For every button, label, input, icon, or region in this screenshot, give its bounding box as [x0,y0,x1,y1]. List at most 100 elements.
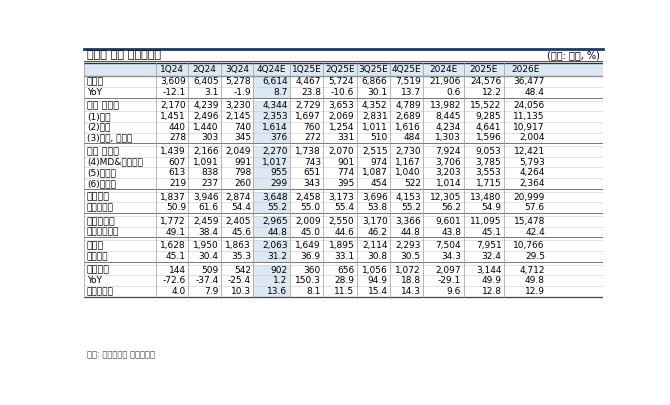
Text: 2,353: 2,353 [262,112,287,121]
Text: 18.8: 18.8 [401,276,421,285]
Text: 영업이익률: 영업이익률 [87,287,114,296]
Text: 272: 272 [304,133,321,142]
Text: 3,946: 3,946 [193,193,218,202]
Text: 12.8: 12.8 [482,287,501,296]
Text: 4,239: 4,239 [193,102,218,111]
Text: 10,766: 10,766 [513,241,545,250]
Text: 55.2: 55.2 [267,203,287,212]
Text: 4,467: 4,467 [295,77,321,86]
Text: 1,040: 1,040 [395,168,421,177]
Text: 6,866: 6,866 [362,77,387,86]
Text: 510: 510 [371,133,387,142]
Text: 33.1: 33.1 [334,252,354,261]
Text: 331: 331 [337,133,354,142]
Text: YoY: YoY [87,88,102,97]
Text: YoY: YoY [87,276,102,285]
Text: 6,614: 6,614 [262,77,287,86]
Text: 35.3: 35.3 [231,252,251,261]
Text: 4,641: 4,641 [476,123,501,132]
Text: 8.7: 8.7 [273,88,287,97]
Text: 278: 278 [169,133,186,142]
Text: 5,724: 5,724 [329,77,354,86]
Text: 12,305: 12,305 [429,193,461,202]
Text: 36.9: 36.9 [301,252,321,261]
Text: 974: 974 [371,158,387,167]
Text: 3,696: 3,696 [362,193,387,202]
Text: 1,616: 1,616 [395,123,421,132]
Text: 0.6: 0.6 [447,88,461,97]
Text: 2,097: 2,097 [436,266,461,275]
Text: 12,421: 12,421 [514,147,545,156]
Text: 9,053: 9,053 [476,147,501,156]
Text: 34.3: 34.3 [441,252,461,261]
Text: 955: 955 [270,168,287,177]
Text: 9,285: 9,285 [476,112,501,121]
Text: 740: 740 [234,123,251,132]
Text: 2024E: 2024E [429,65,458,74]
Text: 30.8: 30.8 [367,252,387,261]
Text: 1,628: 1,628 [160,241,186,250]
Text: 3,706: 3,706 [436,158,461,167]
Text: -10.6: -10.6 [331,88,354,97]
Text: -12.1: -12.1 [163,88,186,97]
Text: 395: 395 [337,179,354,188]
Text: 7,951: 7,951 [476,241,501,250]
Bar [253,286,290,297]
Text: 2026E: 2026E [511,65,540,74]
Text: (6)팬클럽: (6)팬클럽 [87,179,116,188]
Text: 1,254: 1,254 [329,123,354,132]
Text: 3,366: 3,366 [395,217,421,226]
Text: 613: 613 [169,168,186,177]
Text: 매출액: 매출액 [87,77,104,86]
Text: 3,170: 3,170 [362,217,387,226]
Text: 260: 260 [234,179,251,188]
Text: 4,352: 4,352 [362,102,387,111]
Text: 54.9: 54.9 [482,203,501,212]
Text: 3,203: 3,203 [436,168,461,177]
Text: 4,264: 4,264 [519,168,545,177]
Text: 299: 299 [271,179,287,188]
Text: 838: 838 [202,168,218,177]
Text: 3,648: 3,648 [262,193,287,202]
Text: 50.9: 50.9 [166,203,186,212]
Text: 345: 345 [234,133,251,142]
Text: 2,070: 2,070 [328,147,354,156]
Text: 1,772: 1,772 [160,217,186,226]
Text: 매출총이익: 매출총이익 [87,217,116,226]
Text: 11.5: 11.5 [334,287,354,296]
Text: 4Q24E: 4Q24E [257,65,287,74]
Text: 38.4: 38.4 [198,228,218,237]
Bar [253,111,290,122]
Text: 11,135: 11,135 [513,112,545,121]
Text: 3Q24: 3Q24 [225,65,249,74]
Text: 2,550: 2,550 [328,217,354,226]
Text: 56.2: 56.2 [441,203,461,212]
Text: 8.1: 8.1 [306,287,321,296]
Bar [253,216,290,227]
Text: 3,553: 3,553 [476,168,501,177]
Text: 13,982: 13,982 [429,102,461,111]
Text: 30.4: 30.4 [198,252,218,261]
Text: 36,477: 36,477 [513,77,545,86]
Text: 144: 144 [169,266,186,275]
Text: 7,519: 7,519 [395,77,421,86]
Text: 651: 651 [304,168,321,177]
Text: 219: 219 [169,179,186,188]
Text: 12.9: 12.9 [525,287,545,296]
Text: 2,170: 2,170 [160,102,186,111]
Text: 45.6: 45.6 [231,228,251,237]
Text: 2,009: 2,009 [295,217,321,226]
Text: 2Q24: 2Q24 [193,65,216,74]
Text: 53.8: 53.8 [367,203,387,212]
Text: 간접 참여형: 간접 참여형 [87,147,119,156]
Text: 2,496: 2,496 [193,112,218,121]
Text: 2,874: 2,874 [226,193,251,202]
Text: 15,478: 15,478 [513,217,545,226]
Text: 2,458: 2,458 [295,193,321,202]
Text: -37.4: -37.4 [196,276,218,285]
Text: 798: 798 [234,168,251,177]
Text: 1,014: 1,014 [436,179,461,188]
Text: 1,697: 1,697 [295,112,321,121]
Text: 1,091: 1,091 [193,158,218,167]
Text: 3,785: 3,785 [476,158,501,167]
